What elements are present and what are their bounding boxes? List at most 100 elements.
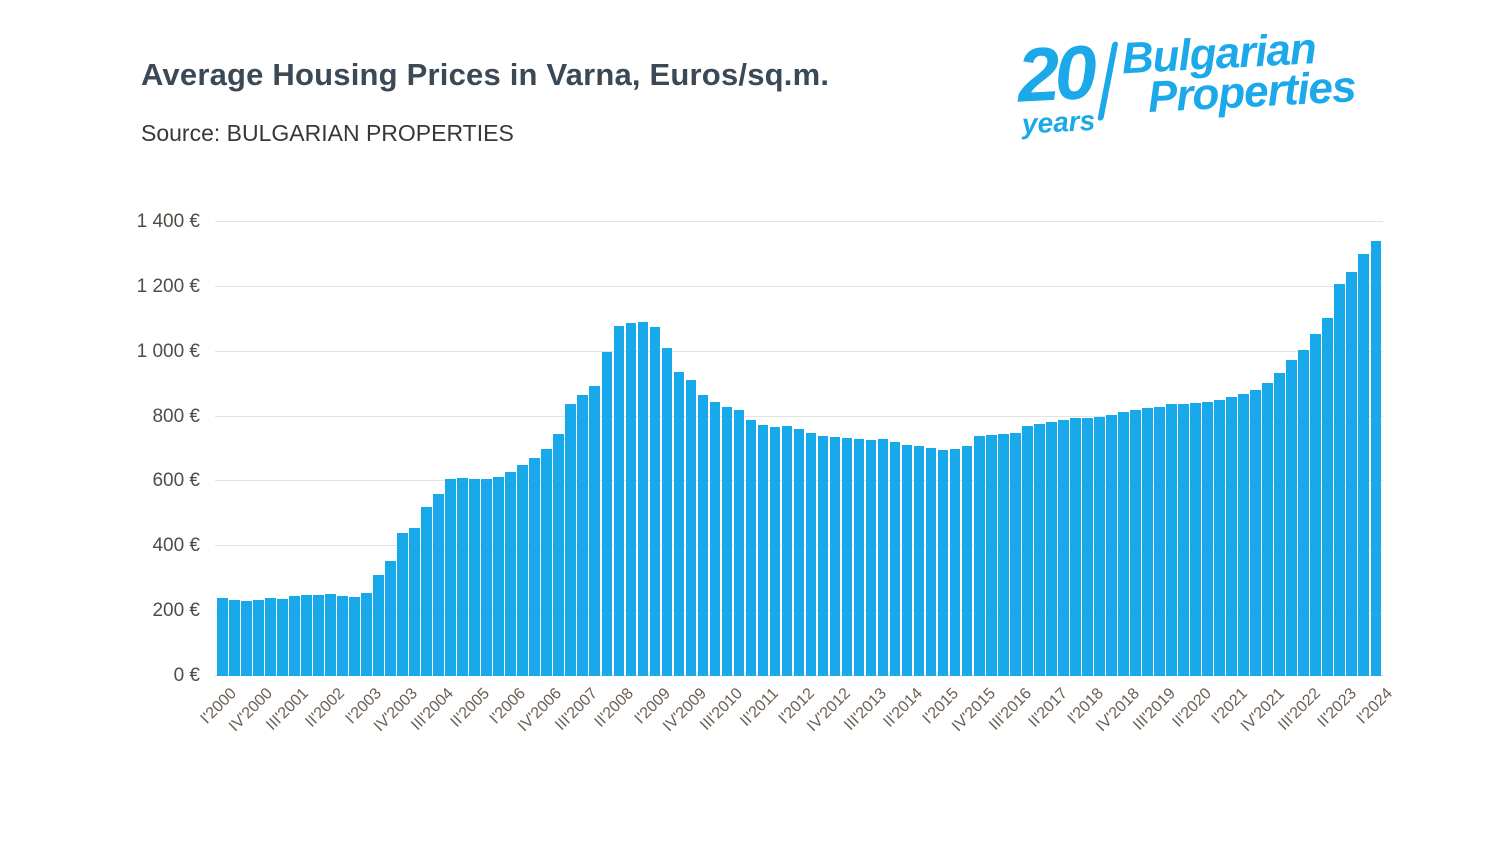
brand-logo: 20 years Bulgarian Properties (1015, 24, 1357, 140)
bar (986, 434, 997, 676)
bar (529, 458, 540, 676)
bar (445, 478, 456, 676)
bar (385, 560, 396, 676)
bar (361, 593, 372, 676)
bar (901, 445, 913, 676)
y-axis-label: 1 400 € (136, 211, 200, 232)
bar (817, 436, 829, 676)
bar (1070, 418, 1081, 676)
logo-years-text: years (1021, 104, 1096, 140)
bar (1142, 408, 1153, 676)
bar (1010, 433, 1021, 676)
bar (277, 598, 288, 676)
x-axis-label: II'2005 (447, 685, 493, 731)
y-axis-label: 200 € (152, 600, 200, 622)
bar (241, 600, 252, 676)
bar (781, 426, 793, 676)
bar (1106, 414, 1117, 676)
bar (589, 386, 600, 676)
x-axis-label: II'2014 (880, 685, 927, 731)
bar (625, 322, 637, 676)
bar (397, 533, 408, 676)
bar (913, 445, 925, 676)
logo-divider (1097, 41, 1119, 121)
bar (469, 479, 480, 676)
bar (637, 321, 649, 676)
bar (1262, 382, 1273, 676)
gridline (215, 285, 1383, 287)
bar (1334, 283, 1345, 676)
y-axis-label: 1 000 € (136, 340, 200, 362)
gridline (215, 350, 1383, 352)
bar (373, 575, 384, 676)
bar (325, 594, 336, 676)
bar (541, 449, 552, 676)
x-axis-label: II'2002 (302, 685, 349, 731)
bar (949, 449, 961, 676)
bar (349, 597, 360, 676)
bar (577, 394, 588, 676)
bar (553, 434, 564, 676)
bar (853, 439, 865, 676)
bar (865, 439, 877, 676)
bar (229, 599, 240, 676)
bar (889, 441, 901, 676)
bar (1358, 254, 1369, 676)
bar (973, 436, 985, 676)
bar (998, 434, 1009, 676)
bar (1286, 359, 1297, 676)
chart-source: Source: BULGARIAN PROPERTIES (141, 120, 514, 146)
bar (301, 594, 312, 676)
bar (1298, 350, 1309, 676)
bar (1274, 372, 1285, 676)
bar (877, 438, 889, 676)
bar (601, 351, 613, 676)
bar (1310, 333, 1321, 676)
x-axis-labels: I'2000 IV'2000 III'2001 II'2002 I'2003 IV'200… (198, 676, 1396, 796)
bar (649, 327, 661, 676)
logo-20-block: 20 years (1015, 29, 1096, 140)
bar (1250, 389, 1261, 676)
bar (1034, 423, 1045, 676)
bar (805, 433, 817, 676)
bar (613, 325, 625, 676)
x-axis-label: I'2024 (1353, 685, 1396, 728)
bar (1046, 422, 1057, 676)
chart-title: Average Housing Prices in Varna, Euros/s… (141, 57, 830, 92)
bar (1202, 401, 1213, 676)
bar (697, 394, 709, 676)
bar (493, 476, 504, 676)
bar (841, 437, 853, 676)
x-axis-label: II'2020 (1169, 685, 1216, 731)
bar (289, 596, 300, 676)
plot-area: 0 € 200 € 400 € 600 € 800 € 1 000 € 1 200 € 1 4… (137, 211, 1383, 686)
y-axis-label: 0 € (173, 665, 200, 686)
logo-20-number: 20 (1015, 29, 1095, 119)
bar (745, 419, 757, 676)
x-axis-label: II'2011 (737, 685, 782, 730)
bar (409, 528, 420, 676)
bar (1238, 393, 1249, 676)
bar (925, 448, 937, 676)
bar (673, 371, 685, 676)
bar (793, 428, 805, 676)
bar (1370, 241, 1382, 676)
bar (421, 507, 432, 676)
bar (1322, 317, 1333, 676)
bar (457, 477, 468, 676)
bar (505, 472, 516, 676)
bar (1082, 417, 1093, 676)
bar (721, 406, 733, 676)
bar (1118, 411, 1129, 676)
bar (709, 401, 721, 676)
bar (937, 449, 949, 676)
y-axis-label: 400 € (152, 535, 200, 557)
bar (829, 437, 841, 676)
bar (961, 445, 973, 676)
bar (337, 596, 348, 676)
bar (313, 594, 324, 676)
bar (661, 348, 673, 676)
y-axis-label: 1 200 € (136, 275, 200, 297)
bar (1154, 406, 1165, 676)
